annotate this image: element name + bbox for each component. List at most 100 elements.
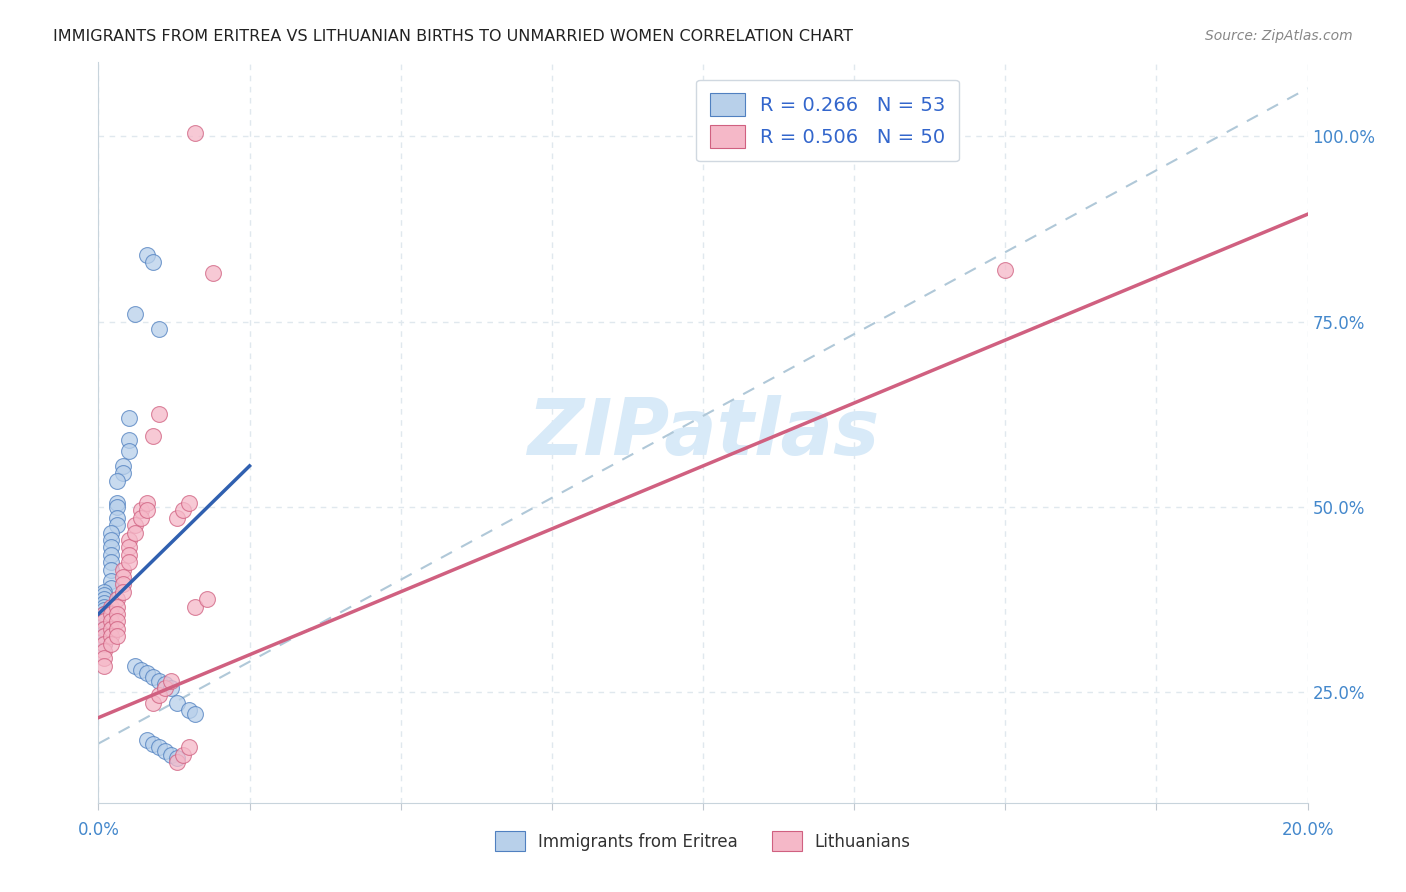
Point (100, 581, 122, 595)
Point (93, 603, 115, 617)
Point (105, 622, 128, 636)
Point (124, 518, 146, 533)
Point (135, 666, 157, 681)
Point (93, 618, 115, 632)
Point (93, 596, 115, 610)
Point (93, 592, 115, 607)
Point (100, 629, 122, 643)
Point (148, 740, 170, 755)
Text: IMMIGRANTS FROM ERITREA VS LITHUANIAN BIRTHS TO UNMARRIED WOMEN CORRELATION CHAR: IMMIGRANTS FROM ERITREA VS LITHUANIAN BI… (53, 29, 853, 44)
Point (172, 747, 194, 762)
Point (166, 510, 188, 524)
Point (135, 732, 157, 747)
Point (124, 525, 146, 540)
Point (93, 637, 115, 651)
Point (118, 541, 141, 555)
Point (100, 637, 122, 651)
Point (100, 563, 122, 577)
Point (160, 681, 183, 695)
Point (100, 555, 122, 569)
Point (118, 433, 141, 447)
Point (118, 555, 141, 569)
Point (93, 615, 115, 629)
Point (142, 429, 165, 443)
Point (93, 625, 115, 640)
Point (93, 622, 115, 636)
Point (111, 577, 134, 591)
Point (118, 548, 141, 562)
Point (172, 503, 194, 517)
Point (93, 607, 115, 621)
Point (100, 533, 122, 547)
Point (100, 615, 122, 629)
Point (93, 644, 115, 658)
Point (184, 126, 207, 140)
Point (105, 500, 128, 514)
Point (105, 592, 128, 607)
Point (148, 689, 170, 703)
Point (93, 584, 115, 599)
Point (129, 510, 152, 524)
Point (179, 496, 201, 510)
Point (111, 584, 134, 599)
Point (93, 599, 115, 614)
Point (100, 525, 122, 540)
Point (105, 518, 128, 533)
Point (105, 599, 128, 614)
Point (93, 629, 115, 643)
Point (100, 607, 122, 621)
Point (148, 322, 170, 336)
Point (111, 563, 134, 577)
Point (160, 747, 183, 762)
Point (166, 755, 188, 769)
Point (93, 607, 115, 621)
Point (111, 458, 134, 473)
Point (153, 681, 176, 695)
Point (100, 548, 122, 562)
Text: 20.0%: 20.0% (1281, 822, 1334, 839)
Point (93, 632, 115, 647)
Point (160, 673, 183, 688)
Point (93, 611, 115, 625)
Point (100, 541, 122, 555)
Point (135, 496, 157, 510)
Point (93, 658, 115, 673)
Point (118, 410, 141, 425)
Point (129, 663, 152, 677)
Point (118, 444, 141, 458)
Point (184, 599, 207, 614)
Point (93, 615, 115, 629)
Point (118, 533, 141, 547)
Point (111, 467, 134, 481)
Text: 0.0%: 0.0% (77, 822, 120, 839)
Point (100, 599, 122, 614)
Point (105, 615, 128, 629)
Point (166, 751, 188, 765)
Point (105, 496, 128, 510)
Point (105, 629, 128, 643)
Point (93, 589, 115, 603)
Text: Source: ZipAtlas.com: Source: ZipAtlas.com (1205, 29, 1353, 43)
Point (124, 658, 146, 673)
Point (105, 607, 128, 621)
Point (100, 622, 122, 636)
Point (93, 629, 115, 643)
Legend: Immigrants from Eritrea, Lithuanians: Immigrants from Eritrea, Lithuanians (488, 825, 918, 857)
Point (179, 703, 201, 717)
Point (195, 592, 218, 607)
Point (93, 651, 115, 665)
Point (142, 696, 165, 710)
Point (153, 744, 176, 758)
Point (153, 677, 176, 691)
Point (124, 307, 146, 321)
Point (202, 267, 225, 281)
Point (129, 503, 152, 517)
Point (135, 248, 157, 262)
Point (142, 255, 165, 269)
Point (100, 574, 122, 588)
Point (142, 670, 165, 684)
Point (142, 737, 165, 751)
Point (148, 407, 170, 421)
Point (93, 637, 115, 651)
Text: ZIPatlas: ZIPatlas (527, 394, 879, 471)
